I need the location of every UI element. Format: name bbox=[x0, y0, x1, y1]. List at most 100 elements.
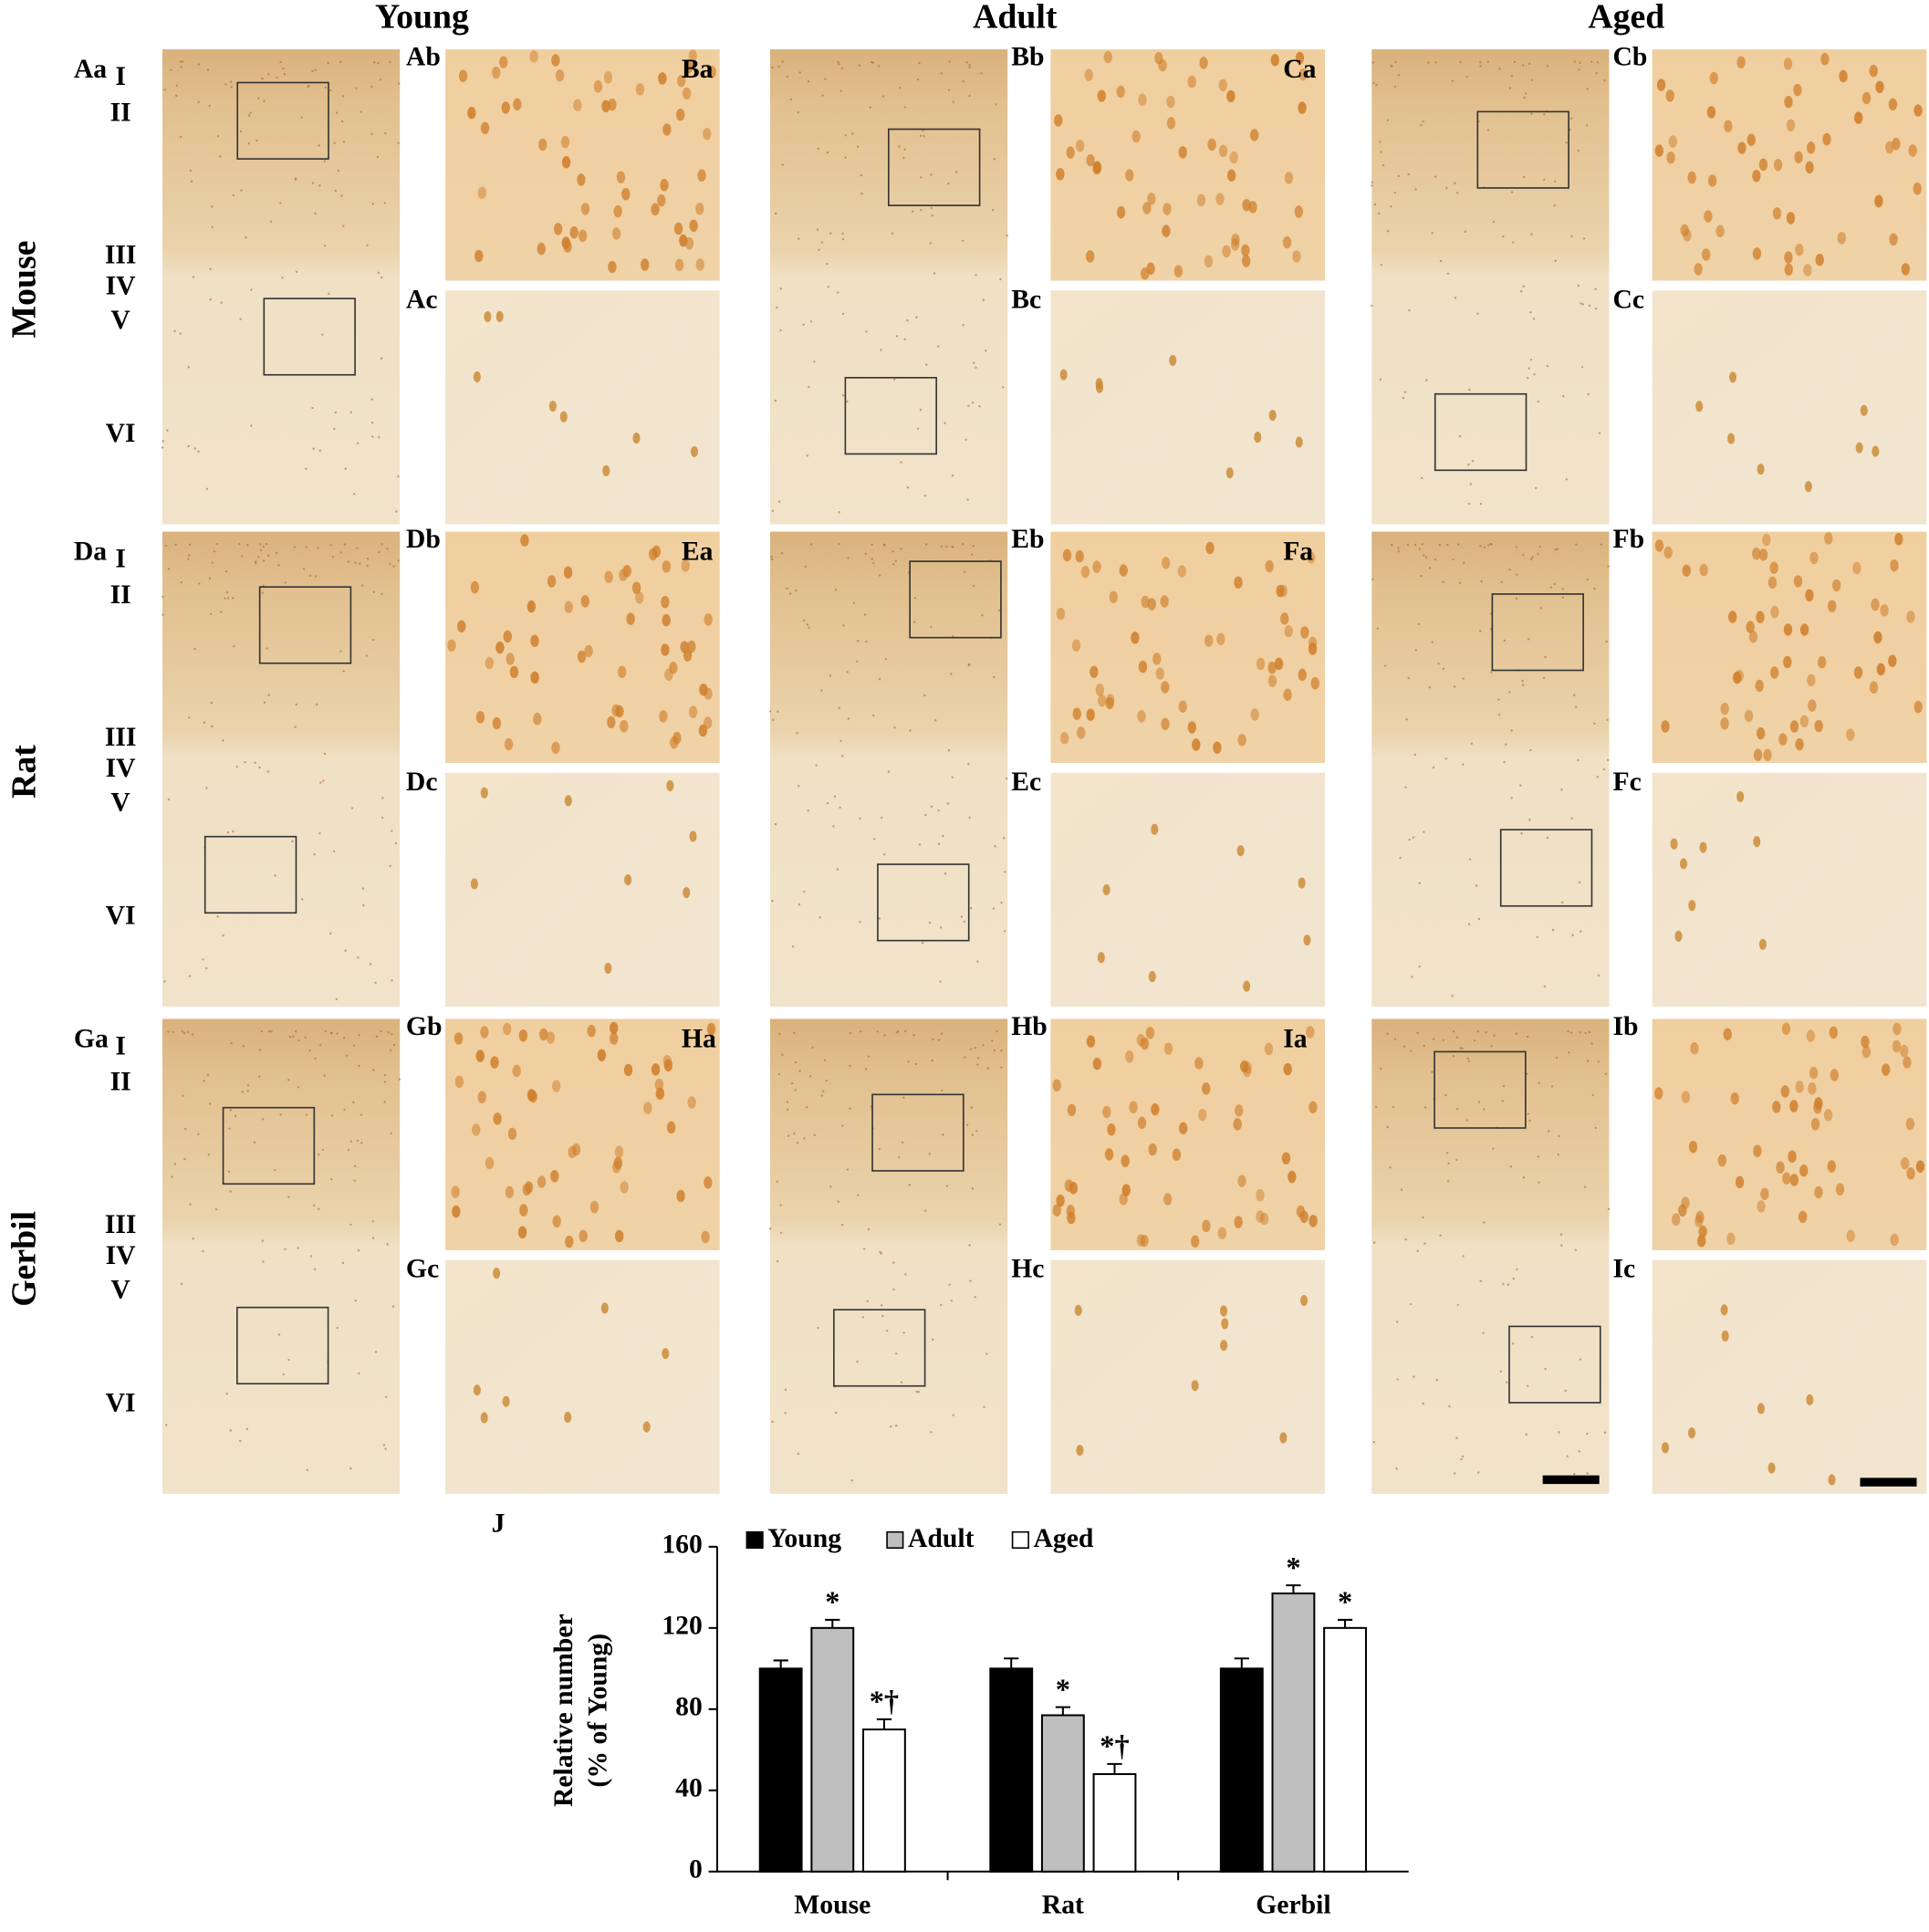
cell bbox=[292, 1035, 295, 1038]
cell bbox=[1446, 1180, 1450, 1183]
cell bbox=[609, 1021, 619, 1035]
cell bbox=[359, 562, 361, 565]
cell bbox=[1116, 205, 1126, 219]
cell bbox=[1799, 1164, 1809, 1177]
cell bbox=[932, 1338, 934, 1342]
cell bbox=[277, 564, 280, 567]
cell bbox=[768, 1227, 772, 1230]
cell bbox=[266, 73, 270, 76]
cell bbox=[936, 345, 940, 348]
cell bbox=[894, 1352, 898, 1355]
cell bbox=[914, 1062, 918, 1066]
cell bbox=[1428, 567, 1432, 569]
cell bbox=[220, 301, 223, 304]
cell bbox=[818, 248, 820, 251]
cell bbox=[1241, 244, 1250, 257]
panel-label: Fc bbox=[1613, 768, 1642, 797]
micrograph bbox=[445, 1259, 720, 1494]
cell bbox=[1809, 551, 1819, 565]
cell bbox=[1556, 548, 1559, 550]
cell bbox=[860, 192, 863, 195]
cell bbox=[1906, 1167, 1915, 1180]
cell bbox=[216, 135, 220, 138]
cell bbox=[1565, 141, 1568, 144]
cell bbox=[1422, 1402, 1424, 1405]
cell bbox=[269, 220, 273, 224]
cell bbox=[971, 1133, 974, 1136]
cell bbox=[187, 558, 190, 560]
cell bbox=[1116, 85, 1125, 99]
cell bbox=[1783, 57, 1793, 70]
cell bbox=[256, 556, 260, 559]
cell bbox=[205, 487, 209, 490]
cell bbox=[1465, 75, 1468, 78]
cell bbox=[882, 853, 886, 856]
cell bbox=[1431, 232, 1434, 235]
cell bbox=[1397, 549, 1401, 553]
cell bbox=[1308, 636, 1318, 650]
cell bbox=[789, 98, 793, 101]
cell bbox=[1543, 113, 1546, 116]
cell bbox=[1178, 1122, 1188, 1135]
cell bbox=[1097, 694, 1107, 707]
cell bbox=[1408, 838, 1411, 841]
cell bbox=[1131, 632, 1140, 644]
cell bbox=[1254, 431, 1262, 444]
cell bbox=[1520, 831, 1523, 835]
cell bbox=[676, 1189, 685, 1203]
cell bbox=[206, 68, 210, 71]
cell bbox=[922, 942, 924, 945]
cell bbox=[992, 907, 996, 910]
cell bbox=[1553, 582, 1556, 586]
cell bbox=[1425, 379, 1428, 381]
cell bbox=[188, 716, 191, 719]
cell bbox=[1906, 610, 1915, 623]
cell bbox=[1687, 1427, 1696, 1439]
cell bbox=[687, 640, 696, 653]
cell bbox=[1173, 265, 1183, 277]
significance-mark: * bbox=[1056, 1673, 1070, 1706]
cell bbox=[392, 565, 396, 568]
panel-label: Fb bbox=[1613, 525, 1645, 554]
cell bbox=[297, 1086, 300, 1089]
cell bbox=[1908, 144, 1917, 157]
cell bbox=[1688, 900, 1696, 912]
cell bbox=[1467, 923, 1471, 925]
cell bbox=[1431, 1070, 1434, 1073]
cell bbox=[317, 547, 319, 549]
cell bbox=[813, 360, 816, 363]
cell bbox=[171, 1175, 173, 1178]
cell bbox=[254, 761, 256, 765]
panel-label: Ca bbox=[1283, 55, 1316, 84]
cell bbox=[1467, 463, 1470, 466]
cell bbox=[1229, 151, 1238, 164]
cell bbox=[175, 94, 178, 98]
cell bbox=[1756, 726, 1766, 740]
cell bbox=[1900, 1156, 1910, 1170]
panel-label: Db bbox=[406, 525, 441, 554]
cell bbox=[198, 582, 201, 585]
cell bbox=[778, 1032, 781, 1036]
cell bbox=[798, 71, 801, 74]
cell bbox=[811, 1046, 814, 1050]
cell bbox=[879, 1250, 881, 1254]
cell bbox=[832, 825, 835, 828]
cell bbox=[1059, 732, 1069, 745]
cell bbox=[859, 817, 861, 820]
cell bbox=[294, 177, 297, 180]
cell bbox=[349, 1467, 352, 1470]
cell bbox=[1586, 88, 1589, 90]
cell bbox=[197, 100, 200, 103]
cell bbox=[787, 1134, 790, 1137]
x-tick-label: Rat bbox=[1042, 1891, 1084, 1920]
bar bbox=[1219, 1667, 1264, 1873]
cell bbox=[333, 141, 336, 144]
cell bbox=[1519, 784, 1522, 787]
cell bbox=[260, 1029, 264, 1033]
cell bbox=[187, 444, 190, 448]
cell bbox=[883, 544, 886, 547]
cell bbox=[839, 806, 841, 809]
cell bbox=[604, 570, 613, 583]
cell bbox=[327, 61, 329, 65]
cell bbox=[975, 366, 977, 370]
